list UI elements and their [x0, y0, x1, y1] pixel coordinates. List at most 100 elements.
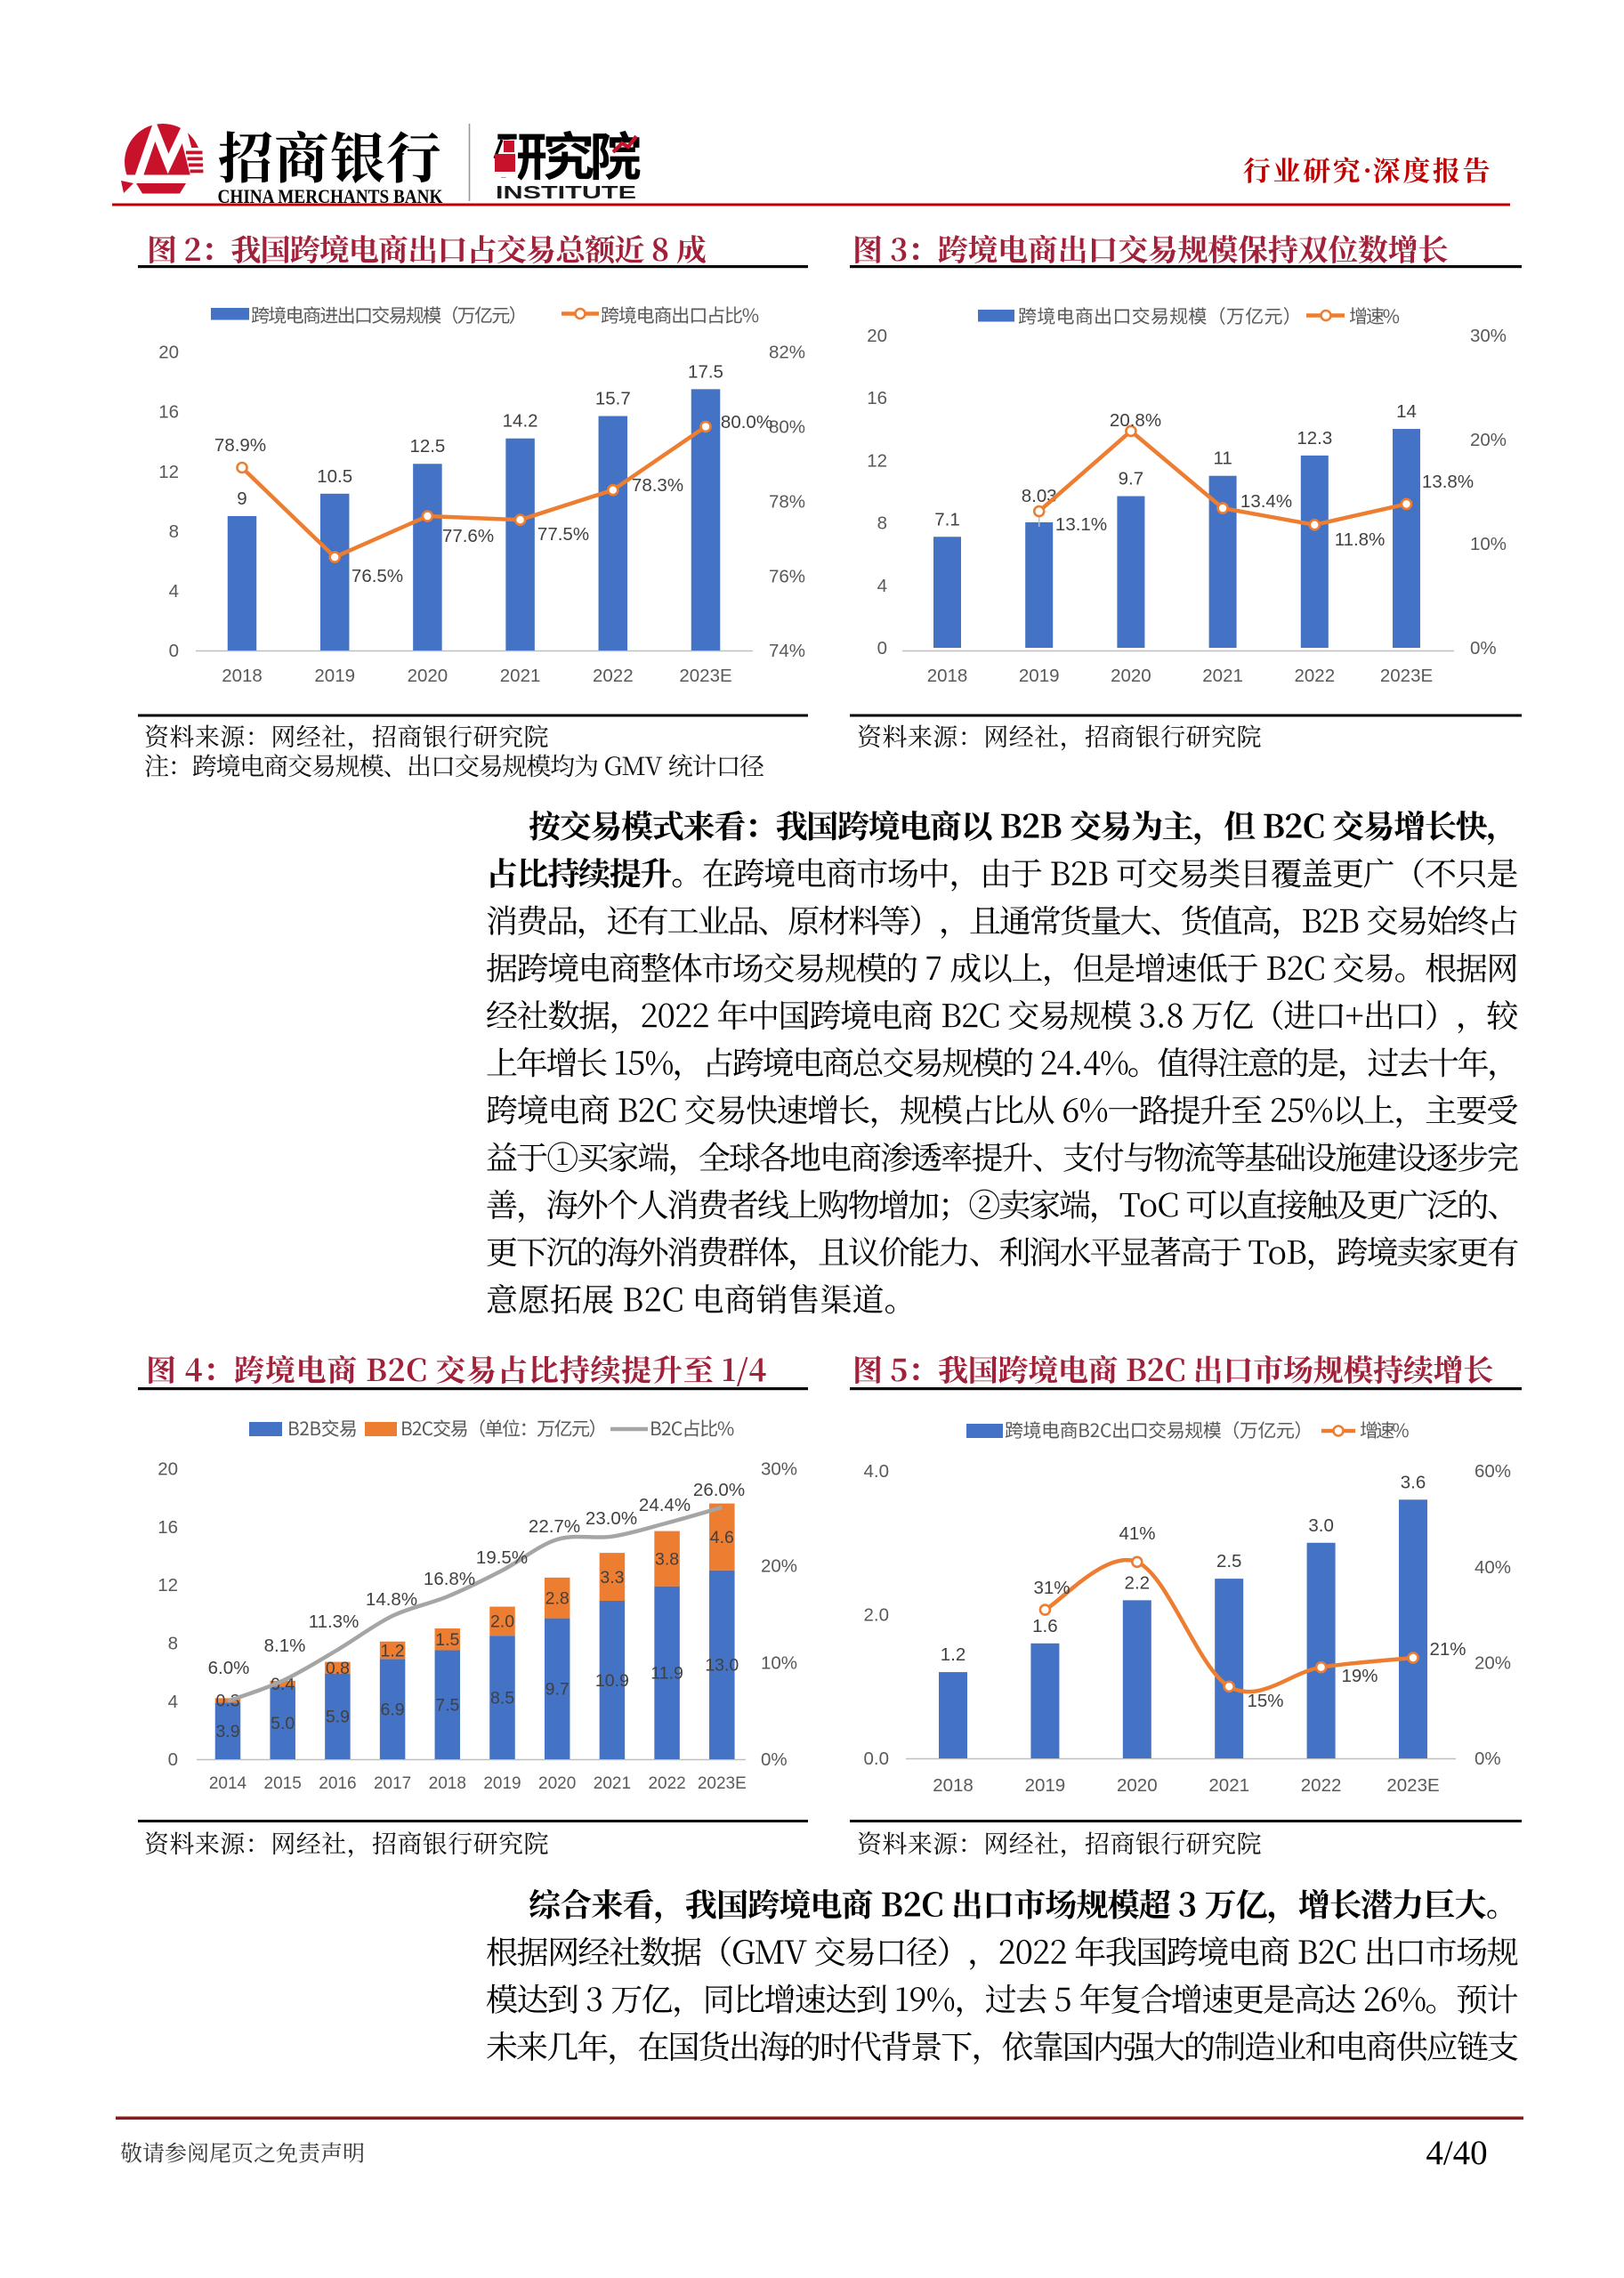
svg-text:2.5: 2.5	[1216, 1551, 1242, 1571]
svg-text:30%: 30%	[761, 1459, 797, 1480]
svg-text:3.9: 3.9	[215, 1722, 239, 1741]
svg-text:30%: 30%	[1470, 326, 1507, 346]
svg-text:5.9: 5.9	[326, 1708, 350, 1727]
svg-text:14.2: 14.2	[503, 411, 538, 432]
svg-text:2019: 2019	[314, 666, 355, 686]
svg-text:11: 11	[1213, 448, 1232, 469]
svg-text:3.3: 3.3	[600, 1568, 624, 1587]
svg-text:76%: 76%	[769, 566, 805, 586]
svg-text:2023E: 2023E	[679, 666, 731, 686]
svg-text:13.4%: 13.4%	[1240, 491, 1292, 512]
svg-text:78%: 78%	[769, 491, 805, 512]
svg-text:7.5: 7.5	[435, 1696, 459, 1716]
svg-text:20: 20	[158, 343, 179, 363]
svg-text:2018: 2018	[429, 1774, 466, 1793]
svg-text:11.9: 11.9	[650, 1664, 683, 1684]
svg-text:20%: 20%	[1475, 1653, 1511, 1674]
svg-text:2023E: 2023E	[1380, 666, 1433, 686]
svg-text:13.8%: 13.8%	[1422, 472, 1474, 492]
svg-text:41%: 41%	[1119, 1523, 1155, 1544]
svg-text:3.0: 3.0	[1308, 1515, 1334, 1536]
svg-text:78.9%: 78.9%	[214, 435, 266, 456]
svg-text:0: 0	[877, 638, 887, 658]
svg-text:10.9: 10.9	[595, 1671, 629, 1691]
svg-text:2019: 2019	[1025, 1775, 1066, 1796]
svg-text:4: 4	[168, 1692, 178, 1712]
svg-text:2018: 2018	[933, 1775, 974, 1796]
svg-text:24.4%: 24.4%	[639, 1495, 691, 1515]
svg-text:2020: 2020	[538, 1774, 576, 1793]
svg-text:20%: 20%	[1470, 430, 1507, 450]
svg-text:1.2: 1.2	[381, 1641, 405, 1660]
svg-text:16.8%: 16.8%	[424, 1569, 475, 1589]
svg-text:2022: 2022	[648, 1774, 685, 1793]
svg-text:14.8%: 14.8%	[366, 1589, 417, 1610]
svg-text:77.6%: 77.6%	[442, 526, 494, 546]
svg-text:21%: 21%	[1429, 1639, 1466, 1660]
svg-text:2021: 2021	[500, 666, 541, 686]
svg-text:8: 8	[169, 521, 179, 542]
svg-text:0.0: 0.0	[864, 1749, 890, 1769]
svg-text:0%: 0%	[1475, 1749, 1501, 1769]
svg-text:2016: 2016	[319, 1774, 356, 1793]
svg-text:2020: 2020	[408, 666, 448, 686]
svg-text:0: 0	[168, 1749, 178, 1770]
svg-text:2020: 2020	[1117, 1775, 1158, 1796]
svg-text:16: 16	[867, 388, 887, 408]
svg-text:2018: 2018	[222, 666, 263, 686]
svg-text:16: 16	[158, 402, 179, 423]
svg-text:14: 14	[1396, 401, 1417, 422]
svg-text:2.8: 2.8	[545, 1589, 570, 1609]
svg-text:23.0%: 23.0%	[586, 1508, 637, 1529]
svg-text:2020: 2020	[1111, 666, 1151, 686]
svg-text:6.9: 6.9	[381, 1700, 405, 1720]
svg-text:0: 0	[169, 641, 179, 661]
svg-text:0.8: 0.8	[326, 1659, 350, 1678]
svg-text:8.5: 8.5	[490, 1688, 514, 1708]
svg-text:2.0: 2.0	[864, 1605, 890, 1626]
svg-text:4: 4	[877, 576, 887, 596]
svg-text:7.1: 7.1	[934, 509, 960, 529]
svg-text:4: 4	[169, 581, 179, 602]
svg-text:4.6: 4.6	[710, 1528, 734, 1547]
svg-text:2022: 2022	[1294, 666, 1335, 686]
svg-text:78.3%: 78.3%	[632, 475, 683, 496]
svg-text:8.03: 8.03	[1022, 486, 1057, 506]
svg-text:INSTITUTE: INSTITUTE	[496, 183, 636, 203]
svg-text:13.1%: 13.1%	[1055, 514, 1107, 535]
svg-text:9.7: 9.7	[1119, 469, 1144, 489]
svg-text:12.5: 12.5	[409, 436, 445, 456]
svg-text:17.5: 17.5	[688, 361, 723, 382]
svg-text:4/40: 4/40	[1426, 2134, 1487, 2172]
svg-text:12: 12	[867, 450, 887, 471]
svg-text:2019: 2019	[1019, 666, 1060, 686]
svg-text:60%: 60%	[1475, 1461, 1511, 1482]
svg-text:8.1%: 8.1%	[264, 1636, 306, 1656]
svg-text:20: 20	[158, 1459, 178, 1480]
svg-text:2023E: 2023E	[698, 1774, 747, 1793]
svg-text:9: 9	[237, 489, 246, 509]
svg-text:12.3: 12.3	[1297, 428, 1332, 448]
svg-text:10%: 10%	[1470, 534, 1507, 554]
svg-text:10%: 10%	[761, 1652, 797, 1673]
svg-text:0%: 0%	[1470, 638, 1497, 658]
svg-text:2014: 2014	[209, 1774, 247, 1793]
svg-text:11.8%: 11.8%	[1335, 529, 1386, 550]
svg-text:15%: 15%	[1247, 1691, 1283, 1711]
svg-text:2021: 2021	[1202, 666, 1243, 686]
svg-text:2017: 2017	[374, 1774, 411, 1793]
svg-text:2.0: 2.0	[490, 1612, 514, 1632]
svg-text:19.5%: 19.5%	[476, 1547, 528, 1568]
svg-text:9.7: 9.7	[545, 1680, 570, 1700]
svg-text:2021: 2021	[594, 1774, 631, 1793]
svg-text:20%: 20%	[761, 1556, 797, 1577]
svg-text:77.5%: 77.5%	[537, 524, 589, 545]
svg-text:3.8: 3.8	[655, 1549, 679, 1569]
svg-text:12: 12	[158, 1575, 178, 1595]
svg-text:2021: 2021	[1208, 1775, 1249, 1796]
svg-text:74%: 74%	[769, 641, 805, 661]
svg-text:1.6: 1.6	[1032, 1616, 1058, 1636]
svg-text:5.0: 5.0	[271, 1714, 295, 1733]
svg-text:1.5: 1.5	[435, 1630, 459, 1650]
svg-text:2018: 2018	[927, 666, 968, 686]
